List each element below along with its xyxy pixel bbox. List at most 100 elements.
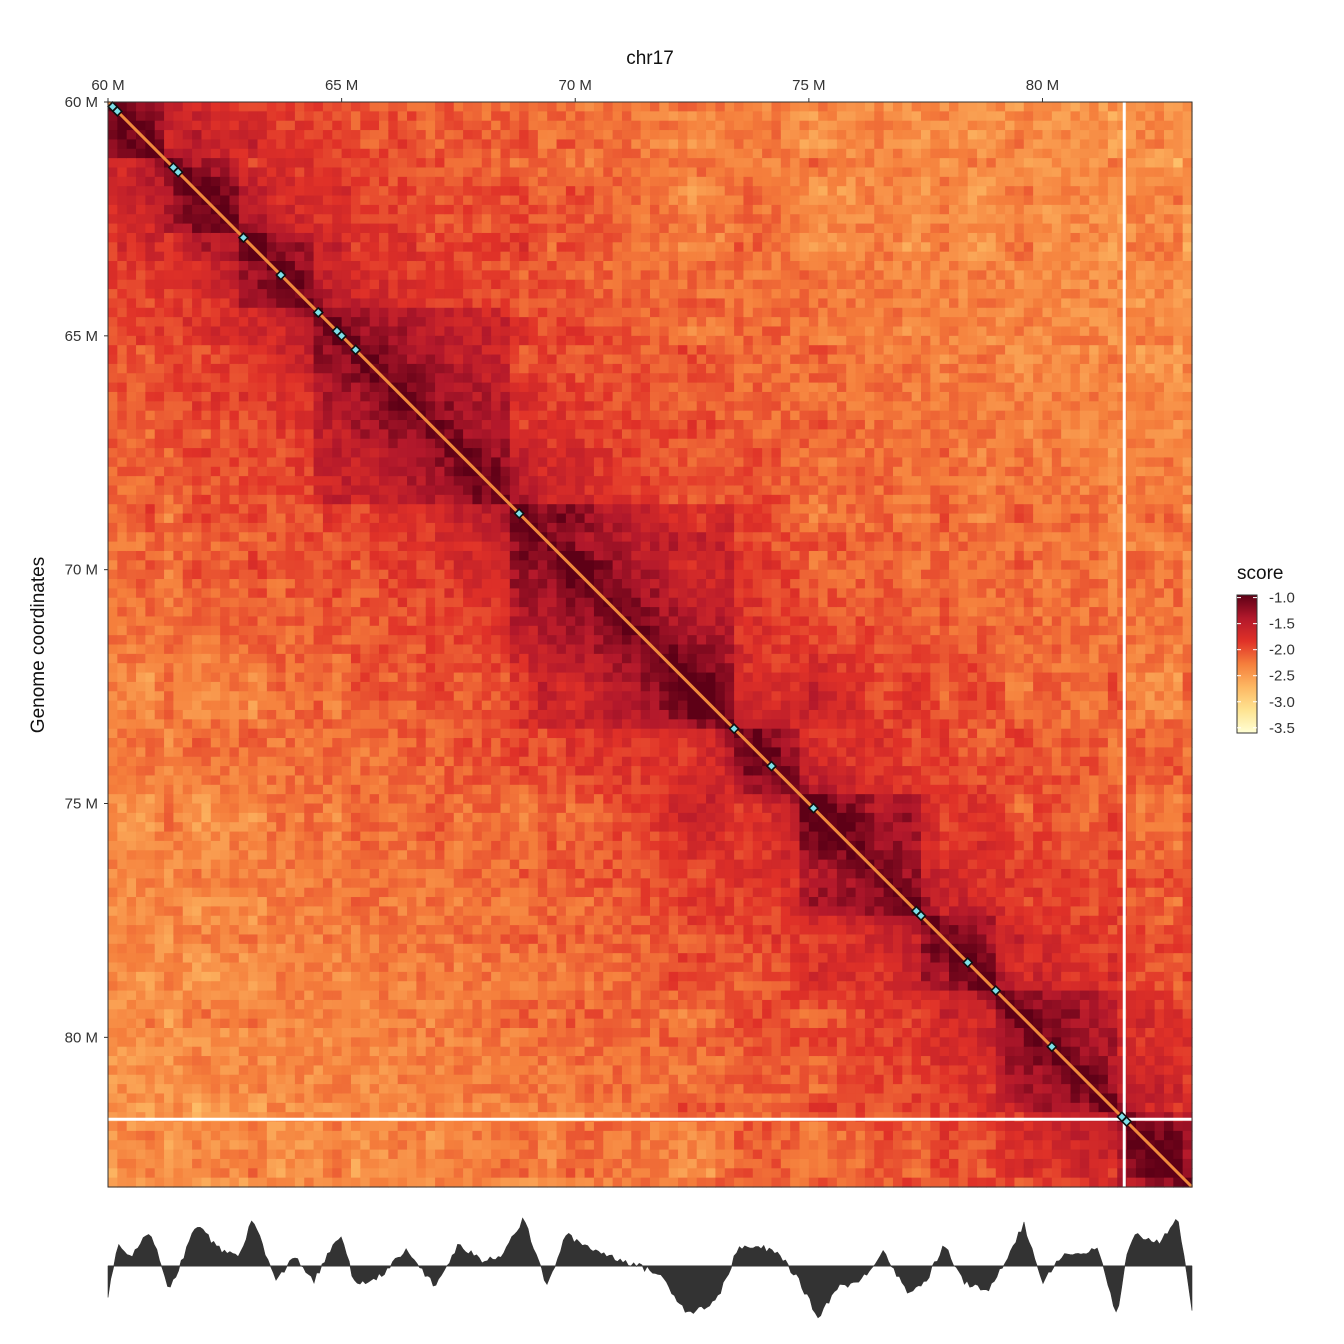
heatmap-cell bbox=[229, 709, 240, 720]
heatmap-cell bbox=[369, 1140, 380, 1151]
heatmap-cell bbox=[313, 635, 324, 646]
heatmap-cell bbox=[407, 476, 417, 487]
heatmap-cell bbox=[154, 1102, 165, 1113]
heatmap-cell bbox=[304, 663, 315, 674]
heatmap-cell bbox=[126, 999, 137, 1010]
heatmap-cell bbox=[407, 363, 417, 374]
heatmap-cell bbox=[500, 335, 511, 346]
heatmap-cell bbox=[304, 962, 315, 973]
heatmap-cell bbox=[276, 625, 287, 636]
heatmap-cell bbox=[108, 775, 118, 786]
heatmap-cell bbox=[416, 251, 427, 262]
heatmap-cell bbox=[126, 1084, 137, 1095]
heatmap-cell bbox=[294, 868, 305, 879]
heatmap-cell bbox=[304, 672, 315, 683]
heatmap-cell bbox=[108, 1074, 118, 1085]
heatmap-cell bbox=[220, 775, 231, 786]
heatmap-cell bbox=[210, 775, 221, 786]
heatmap-cell bbox=[472, 738, 483, 748]
heatmap-cell bbox=[369, 532, 380, 543]
heatmap-cell bbox=[453, 1009, 464, 1020]
heatmap-cell bbox=[379, 504, 389, 515]
heatmap-cell bbox=[350, 803, 361, 814]
heatmap-cell bbox=[444, 242, 455, 253]
heatmap-cell bbox=[136, 1065, 146, 1076]
heatmap-cell bbox=[229, 579, 240, 589]
heatmap-cell bbox=[350, 999, 361, 1010]
heatmap-cell bbox=[472, 784, 483, 795]
heatmap-cell bbox=[164, 999, 175, 1010]
heatmap-cell bbox=[248, 738, 259, 748]
heatmap-cell bbox=[444, 429, 455, 440]
heatmap-cell bbox=[397, 840, 408, 851]
heatmap-cell bbox=[229, 691, 240, 702]
heatmap-cell bbox=[453, 971, 464, 982]
heatmap-cell bbox=[379, 1130, 389, 1141]
heatmap-cell bbox=[154, 738, 165, 748]
heatmap-cell bbox=[210, 1158, 221, 1169]
heatmap-cell bbox=[117, 448, 128, 459]
heatmap-cell bbox=[313, 102, 324, 112]
heatmap-cell bbox=[360, 373, 371, 384]
heatmap-cell bbox=[136, 597, 146, 608]
heatmap-cell bbox=[108, 588, 118, 599]
heatmap-cell bbox=[192, 981, 203, 992]
heatmap-cell bbox=[248, 541, 259, 552]
heatmap-cell bbox=[229, 1149, 240, 1160]
heatmap-cell bbox=[350, 1065, 361, 1076]
heatmap-cell bbox=[416, 307, 427, 318]
heatmap-cell bbox=[257, 1130, 268, 1141]
heatmap-cell bbox=[360, 616, 371, 627]
heatmap-cell bbox=[332, 504, 343, 515]
heatmap-cell bbox=[313, 1084, 324, 1095]
heatmap-cell bbox=[117, 466, 128, 477]
heatmap-cell bbox=[444, 148, 455, 159]
heatmap-cell bbox=[341, 363, 352, 374]
heatmap-cell bbox=[397, 494, 408, 505]
heatmap-cell bbox=[136, 289, 146, 300]
heatmap-cell bbox=[276, 466, 287, 477]
heatmap-cell bbox=[453, 672, 464, 683]
heatmap-cell bbox=[463, 279, 474, 290]
heatmap-cell bbox=[463, 1056, 474, 1066]
heatmap-cell bbox=[332, 513, 343, 524]
heatmap-cell bbox=[126, 850, 137, 861]
heatmap-cell bbox=[379, 1009, 389, 1020]
heatmap-cell bbox=[407, 1046, 417, 1057]
heatmap-cell bbox=[117, 457, 128, 468]
heatmap-cell bbox=[407, 934, 417, 945]
heatmap-cell bbox=[182, 607, 193, 618]
heatmap-cell bbox=[238, 840, 249, 851]
heatmap-cell bbox=[379, 335, 389, 346]
heatmap-cell bbox=[453, 766, 464, 777]
heatmap-cell bbox=[332, 840, 343, 851]
heatmap-cell bbox=[435, 1168, 446, 1179]
heatmap-cell bbox=[435, 186, 446, 197]
heatmap-cell bbox=[425, 410, 436, 421]
heatmap-cell bbox=[435, 410, 446, 421]
heatmap-cell bbox=[304, 326, 315, 337]
heatmap-cell bbox=[509, 148, 520, 159]
heatmap-cell bbox=[238, 635, 249, 646]
heatmap-cell bbox=[294, 232, 305, 243]
heatmap-cell bbox=[500, 925, 511, 936]
heatmap-cell bbox=[472, 756, 483, 767]
heatmap-cell bbox=[182, 186, 193, 197]
heatmap-cell bbox=[313, 279, 324, 290]
heatmap-cell bbox=[472, 681, 483, 692]
heatmap-cell bbox=[397, 1056, 408, 1066]
heatmap-cell bbox=[491, 681, 502, 692]
heatmap-cell bbox=[257, 1084, 268, 1095]
heatmap-cell bbox=[154, 934, 165, 945]
heatmap-cell bbox=[350, 738, 361, 748]
heatmap-cell bbox=[407, 541, 417, 552]
heatmap-cell bbox=[173, 709, 184, 720]
heatmap-cell bbox=[117, 1168, 128, 1179]
heatmap-cell bbox=[210, 466, 221, 477]
heatmap-cell bbox=[463, 850, 474, 861]
heatmap-cell bbox=[164, 915, 175, 926]
heatmap-cell bbox=[154, 616, 165, 627]
heatmap-cell bbox=[425, 663, 436, 674]
heatmap-cell bbox=[201, 700, 212, 711]
heatmap-cell bbox=[285, 420, 296, 430]
